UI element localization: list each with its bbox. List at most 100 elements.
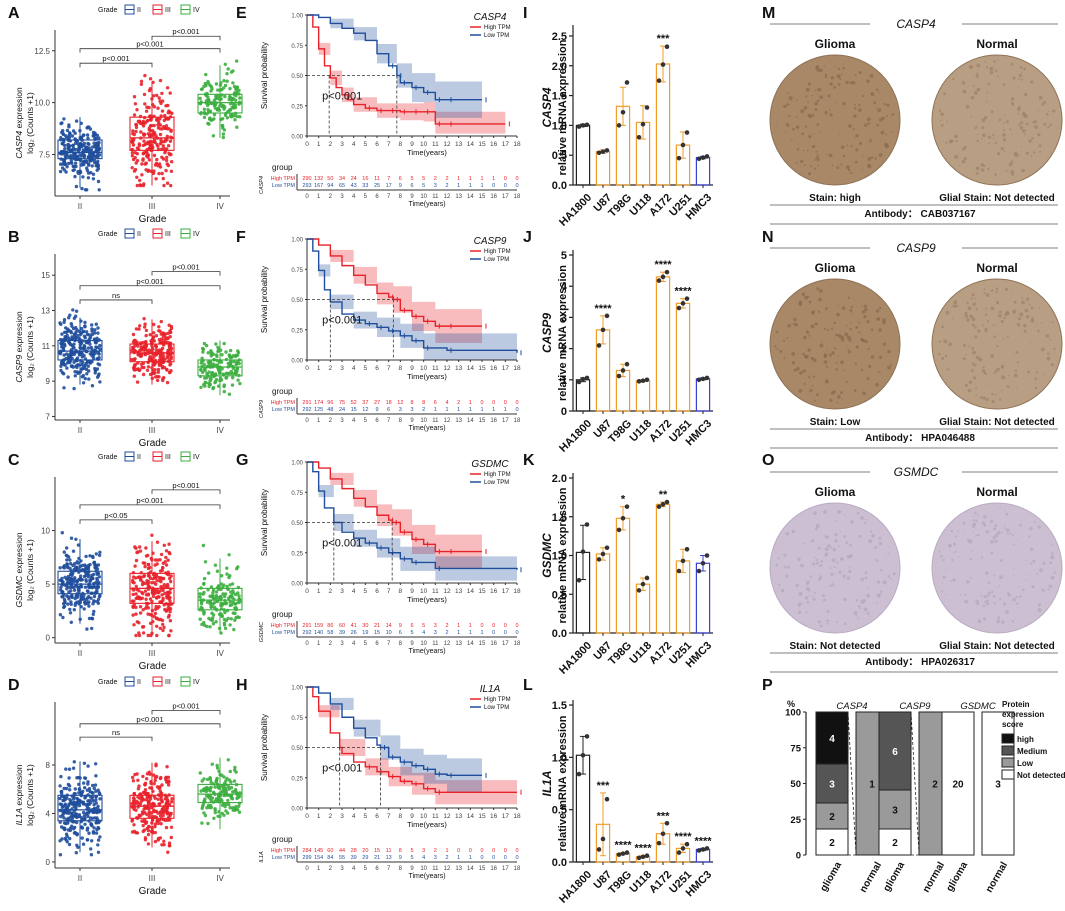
data-point xyxy=(144,597,148,601)
replicate-point xyxy=(636,135,642,140)
risk-x-tick-label: 15 xyxy=(479,194,486,200)
data-point xyxy=(149,355,153,360)
risk-count-low: 17 xyxy=(386,183,392,189)
tissue-texture xyxy=(867,164,872,169)
risk-x-tick-label: 10 xyxy=(420,641,427,647)
x-tick-label: 18 xyxy=(513,365,521,372)
risk-count-high: 0 xyxy=(457,848,460,854)
data-point xyxy=(131,143,136,147)
data-point xyxy=(164,158,169,163)
tissue-texture xyxy=(829,567,832,569)
risk-count-low: 1 xyxy=(457,855,460,861)
data-point xyxy=(205,777,210,782)
data-point xyxy=(81,175,85,179)
tissue-texture xyxy=(952,578,956,582)
risk-count-high: 41 xyxy=(351,623,357,629)
risk-count-high: 6 xyxy=(410,623,413,629)
tissue-texture xyxy=(968,345,971,348)
data-point xyxy=(168,91,172,95)
tissue-texture xyxy=(878,536,882,540)
tissue-texture xyxy=(842,336,845,339)
x-tick-label: A172 xyxy=(647,869,674,896)
data-point xyxy=(164,563,169,567)
tissue-texture xyxy=(836,620,839,623)
data-point xyxy=(73,787,78,791)
tissue-texture xyxy=(864,340,869,344)
data-point xyxy=(143,788,148,792)
data-point xyxy=(88,579,92,583)
data-point xyxy=(79,577,83,582)
data-point xyxy=(87,570,91,574)
y-tick-label: 1.00 xyxy=(291,14,303,20)
data-point xyxy=(229,617,233,621)
risk-x-tick-label: 4 xyxy=(352,866,356,872)
data-point xyxy=(147,795,151,799)
tissue-texture xyxy=(986,100,988,103)
tissue-texture xyxy=(954,135,957,138)
risk-count-low: 0 xyxy=(515,630,518,636)
tissue-texture xyxy=(802,369,806,373)
data-point xyxy=(58,784,62,788)
replicate-point xyxy=(580,549,586,554)
data-point xyxy=(85,828,90,832)
data-point xyxy=(168,607,173,611)
data-point xyxy=(218,104,222,108)
tissue-texture xyxy=(1043,100,1046,104)
x-tick-label: 13 xyxy=(455,813,463,820)
data-point xyxy=(131,613,135,617)
data-point xyxy=(207,370,211,374)
km-gene-title: GSDMC xyxy=(471,459,509,470)
data-point xyxy=(95,578,100,582)
tissue-texture xyxy=(817,87,822,92)
data-point xyxy=(146,828,150,833)
legend-label: III xyxy=(165,231,171,238)
tissue-texture xyxy=(981,118,986,123)
x-tick-label: 14 xyxy=(467,813,475,820)
tissue-texture xyxy=(998,310,1002,314)
y-tick-label: 0.25 xyxy=(291,551,303,557)
data-point xyxy=(206,588,210,592)
tissue-texture xyxy=(860,368,864,372)
data-point xyxy=(166,850,170,854)
data-point xyxy=(92,141,96,145)
data-point xyxy=(87,831,91,835)
data-point xyxy=(232,359,236,364)
tissue-texture xyxy=(812,375,816,378)
panel-letter-J: J xyxy=(523,229,532,246)
panel-letter-B: B xyxy=(8,229,20,246)
risk-count-high: 11 xyxy=(386,848,392,854)
significance-stars: ** xyxy=(659,489,668,501)
risk-count-low: 1 xyxy=(445,407,448,413)
tissue-texture xyxy=(796,367,800,371)
data-point xyxy=(160,99,165,103)
significance-label: p<0.001 xyxy=(136,277,163,286)
tissue-texture xyxy=(996,344,999,348)
data-point xyxy=(77,353,82,357)
tissue-texture xyxy=(995,287,999,291)
tissue-texture xyxy=(841,398,843,400)
data-point xyxy=(82,607,86,611)
tissue-texture xyxy=(815,150,818,153)
tissue-texture xyxy=(982,366,985,369)
risk-count-high: 291 xyxy=(302,623,311,629)
data-point xyxy=(165,591,169,595)
data-point xyxy=(168,363,172,367)
data-point xyxy=(158,569,163,573)
data-point xyxy=(202,576,207,581)
data-point xyxy=(87,146,91,150)
tissue-texture xyxy=(1009,532,1013,535)
tissue-texture xyxy=(864,522,867,525)
x-tick-label: 5 xyxy=(364,141,368,148)
tissue-texture xyxy=(839,531,842,533)
legend-label: III xyxy=(165,454,171,461)
data-point xyxy=(168,843,172,848)
risk-count-low: 0 xyxy=(492,630,495,636)
risk-count-high: 34 xyxy=(339,176,345,182)
tissue-texture xyxy=(814,89,817,92)
tissue-texture xyxy=(989,66,994,71)
tissue-texture xyxy=(1012,534,1015,537)
data-point xyxy=(153,163,158,167)
data-point xyxy=(134,633,138,638)
tissue-texture xyxy=(945,569,947,571)
